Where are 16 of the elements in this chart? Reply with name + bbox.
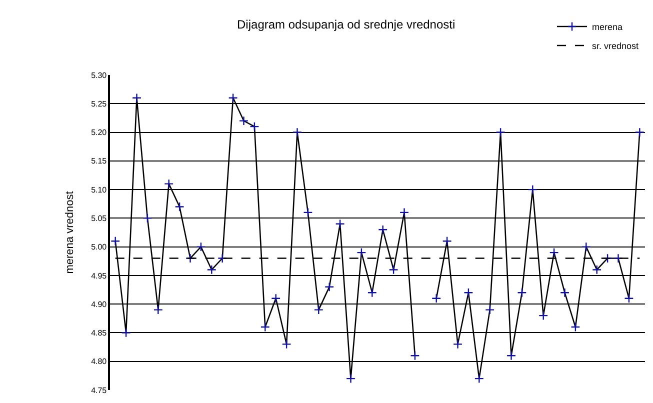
y-tick-label: 5.10 (91, 185, 108, 194)
y-tick-label: 5.05 (91, 214, 108, 223)
y-tick-label: 4.95 (91, 271, 108, 280)
y-tick-label: 4.85 (91, 328, 108, 338)
y-tick-label: 5.00 (91, 242, 108, 252)
chart-title: Dijagram odsupanja od srednje vrednosti (237, 18, 456, 32)
y-tick-label: 5.15 (91, 156, 108, 166)
y-tick-label: 5.20 (91, 128, 108, 138)
legend-label: sr. vrednost (592, 41, 640, 52)
y-tick-label: 4.90 (91, 300, 108, 309)
y-tick-label: 5.25 (91, 99, 108, 108)
y-tick-label: 4.75 (91, 386, 108, 395)
y-tick-label: 4.80 (91, 357, 108, 366)
legend-label: merena (592, 22, 623, 32)
y-axis-title: merena vrednost (64, 191, 76, 274)
y-tick-label: 5.30 (91, 70, 108, 80)
